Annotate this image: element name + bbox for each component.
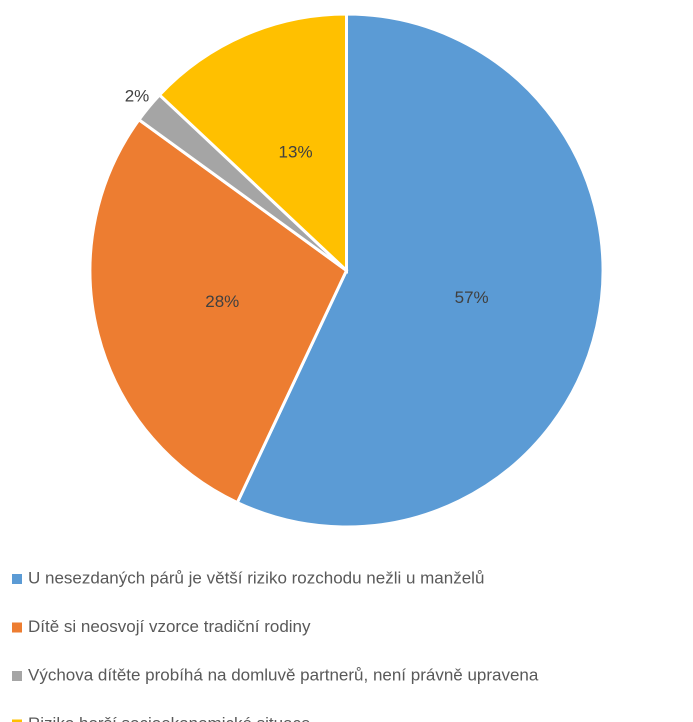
- legend-swatch: [12, 622, 22, 633]
- legend-label: Riziko horší socioekonomické situace: [28, 714, 311, 722]
- legend-swatch: [12, 671, 22, 681]
- legend-swatch: [12, 574, 22, 584]
- data-label: 28%: [205, 292, 239, 311]
- pie-slice: [235, 12, 605, 529]
- pie-slice: [88, 117, 349, 505]
- data-label: 2%: [125, 87, 150, 106]
- legend-label: Dítě si neosvojí vzorce tradiční rodiny: [28, 617, 311, 636]
- legend-swatch: [12, 719, 22, 722]
- pie-slice: [157, 12, 348, 274]
- data-label: 57%: [455, 288, 489, 307]
- legend-label: U nesezdaných párů je větší riziko rozch…: [28, 568, 484, 587]
- legend-label: Výchova dítěte probíhá na domluvě partne…: [28, 665, 539, 684]
- data-label: 13%: [279, 142, 313, 161]
